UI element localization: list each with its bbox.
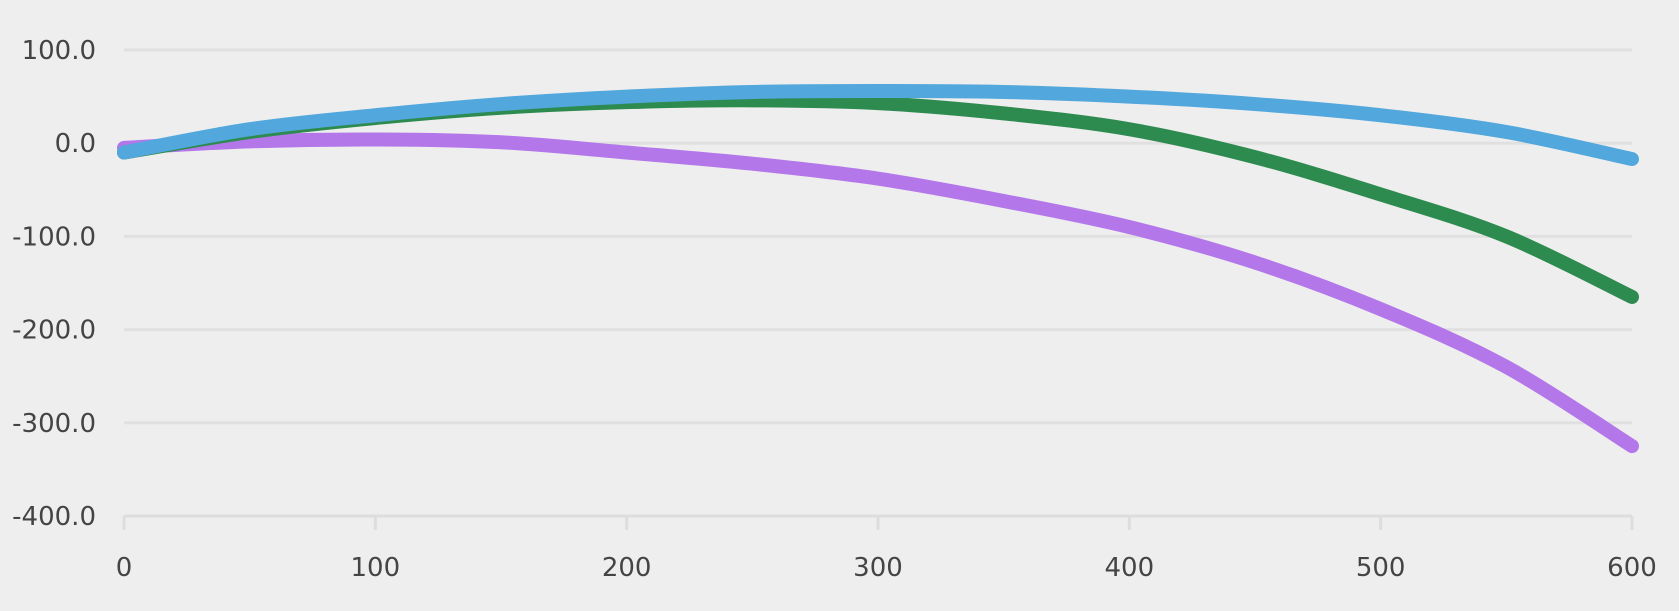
y-tick-label: -400.0	[12, 502, 96, 532]
x-tick-label: 200	[602, 553, 652, 583]
series-purple-line	[117, 132, 1639, 454]
series-green-line	[117, 93, 1639, 304]
y-tick-label: 0.0	[55, 129, 96, 159]
x-tick-label: 300	[853, 553, 903, 583]
x-tick-label: 500	[1356, 553, 1406, 583]
x-tick-label: 0	[116, 553, 133, 583]
x-tick-label: 100	[351, 553, 401, 583]
series-group	[117, 84, 1639, 454]
y-tick-label: 100.0	[22, 36, 96, 66]
x-axis	[122, 514, 1634, 530]
y-tick-label: -300.0	[12, 409, 96, 439]
x-tick-label: 600	[1607, 553, 1657, 583]
y-tick-label: -100.0	[12, 222, 96, 252]
tick-labels: 100.0 0.0 -100.0 -200.0 -300.0 -400.0 0 100 200 3…	[12, 36, 1657, 583]
y-tick-label: -200.0	[12, 316, 96, 346]
x-tick-label: 400	[1105, 553, 1155, 583]
series-blue-line	[117, 84, 1639, 167]
